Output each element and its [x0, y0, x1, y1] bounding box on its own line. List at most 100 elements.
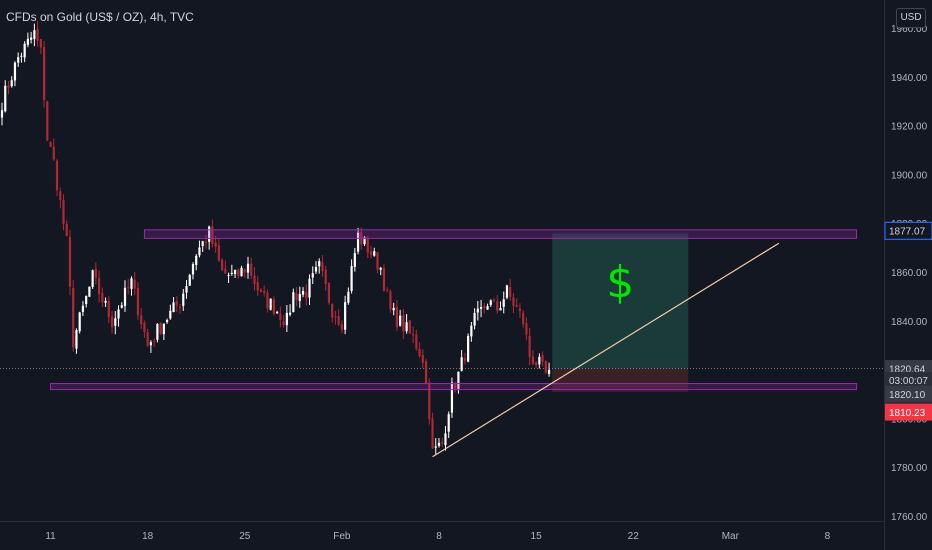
candle-body: [454, 383, 457, 389]
candle-body: [437, 442, 441, 446]
candle-body: [208, 226, 211, 242]
candle-body: [46, 101, 49, 141]
candle-body: [140, 315, 143, 325]
price-tick-label: 1960.00: [891, 24, 928, 35]
price-tag[interactable]: [885, 385, 932, 403]
candle-body: [479, 307, 483, 309]
candle-body: [127, 286, 130, 288]
candle-body: [266, 292, 269, 309]
stop-zone[interactable]: [552, 368, 689, 393]
candle-body: [75, 330, 78, 349]
candle-body: [318, 261, 321, 267]
time-tick-label: 11: [45, 531, 56, 542]
candle-body: [233, 269, 237, 275]
candle-body: [499, 307, 502, 311]
target-zone[interactable]: [552, 233, 689, 369]
candle-body: [169, 310, 172, 319]
candle-body: [214, 242, 217, 247]
candle-body: [382, 268, 386, 291]
candle-body: [298, 293, 301, 301]
candle-body: [153, 340, 156, 342]
support-zone[interactable]: [50, 383, 858, 391]
candle-body: [321, 262, 324, 272]
candle-body: [253, 275, 256, 284]
candle-body: [366, 238, 369, 253]
candle-body: [337, 316, 340, 325]
candle-body: [7, 85, 10, 88]
candle-body: [531, 356, 534, 364]
candle-body: [165, 320, 169, 323]
candle-body: [59, 191, 62, 200]
candle-body: [182, 293, 185, 306]
price-tag[interactable]: [885, 403, 932, 421]
candle-body: [191, 264, 195, 275]
candle-body: [221, 259, 224, 271]
candle-body: [42, 47, 46, 101]
candle-body: [428, 382, 431, 420]
candle-body: [130, 278, 133, 289]
candle-body: [373, 251, 376, 256]
candle-body: [369, 251, 373, 256]
dollar-annotation[interactable]: $: [606, 257, 634, 308]
candle-body: [272, 299, 276, 314]
price-tick-label: 1940.00: [891, 73, 928, 84]
candle-body: [327, 282, 331, 303]
candle-body: [110, 316, 114, 328]
candle-body: [334, 316, 337, 318]
candle-body: [146, 332, 149, 346]
candle-body: [486, 306, 489, 310]
candle-body: [305, 291, 308, 299]
candle-body: [123, 287, 127, 306]
candle-body: [489, 300, 492, 305]
price-tick-label: 1760.00: [891, 512, 928, 523]
trendline[interactable]: [432, 242, 780, 458]
candle-body: [201, 241, 204, 247]
candle-body: [457, 371, 460, 389]
candle-body: [117, 309, 120, 319]
price-tag[interactable]: [884, 221, 932, 240]
price-tag[interactable]: [885, 371, 932, 389]
candle-body: [431, 418, 434, 449]
candle-body: [172, 302, 175, 313]
candle-body: [240, 267, 243, 277]
candle-body: [421, 354, 424, 363]
resistance-zone[interactable]: [143, 229, 858, 239]
candle-body: [143, 322, 146, 332]
candle-body: [10, 80, 13, 87]
candle-body: [379, 267, 382, 270]
candle-body: [204, 241, 208, 243]
candle-body: [39, 39, 42, 48]
candle-body: [344, 302, 347, 330]
candle-body: [23, 43, 26, 58]
candle-body: [259, 289, 263, 292]
symbol-title[interactable]: CFDs on Gold (US$ / OZ), 4h, TVC: [6, 10, 194, 24]
candle-body: [65, 224, 68, 237]
candle-body: [285, 312, 288, 326]
candle-body: [288, 312, 292, 315]
candle-body: [94, 268, 97, 278]
candle-body: [33, 30, 36, 40]
candle-body: [460, 357, 463, 371]
candle-body: [476, 308, 479, 313]
candle-body: [350, 265, 353, 291]
candle-body: [415, 334, 418, 349]
currency-button[interactable]: USD: [896, 8, 926, 28]
candle-body: [444, 433, 447, 446]
candle-body: [408, 320, 411, 334]
candle-body: [463, 357, 466, 361]
candle-body: [447, 414, 450, 432]
candle-body: [314, 267, 318, 272]
candle-body: [311, 273, 314, 278]
candle-body: [411, 333, 415, 336]
candle-body: [85, 296, 88, 305]
candle-body: [36, 28, 39, 41]
candle-body: [386, 289, 389, 291]
candle-body: [101, 293, 104, 303]
price-tag-label: 03:00:07: [889, 376, 928, 387]
candle-body: [502, 299, 505, 307]
candle-body: [340, 324, 343, 330]
candle-body: [26, 38, 29, 45]
candle-body: [434, 446, 437, 448]
price-tag-label: 1877.07: [889, 227, 926, 238]
